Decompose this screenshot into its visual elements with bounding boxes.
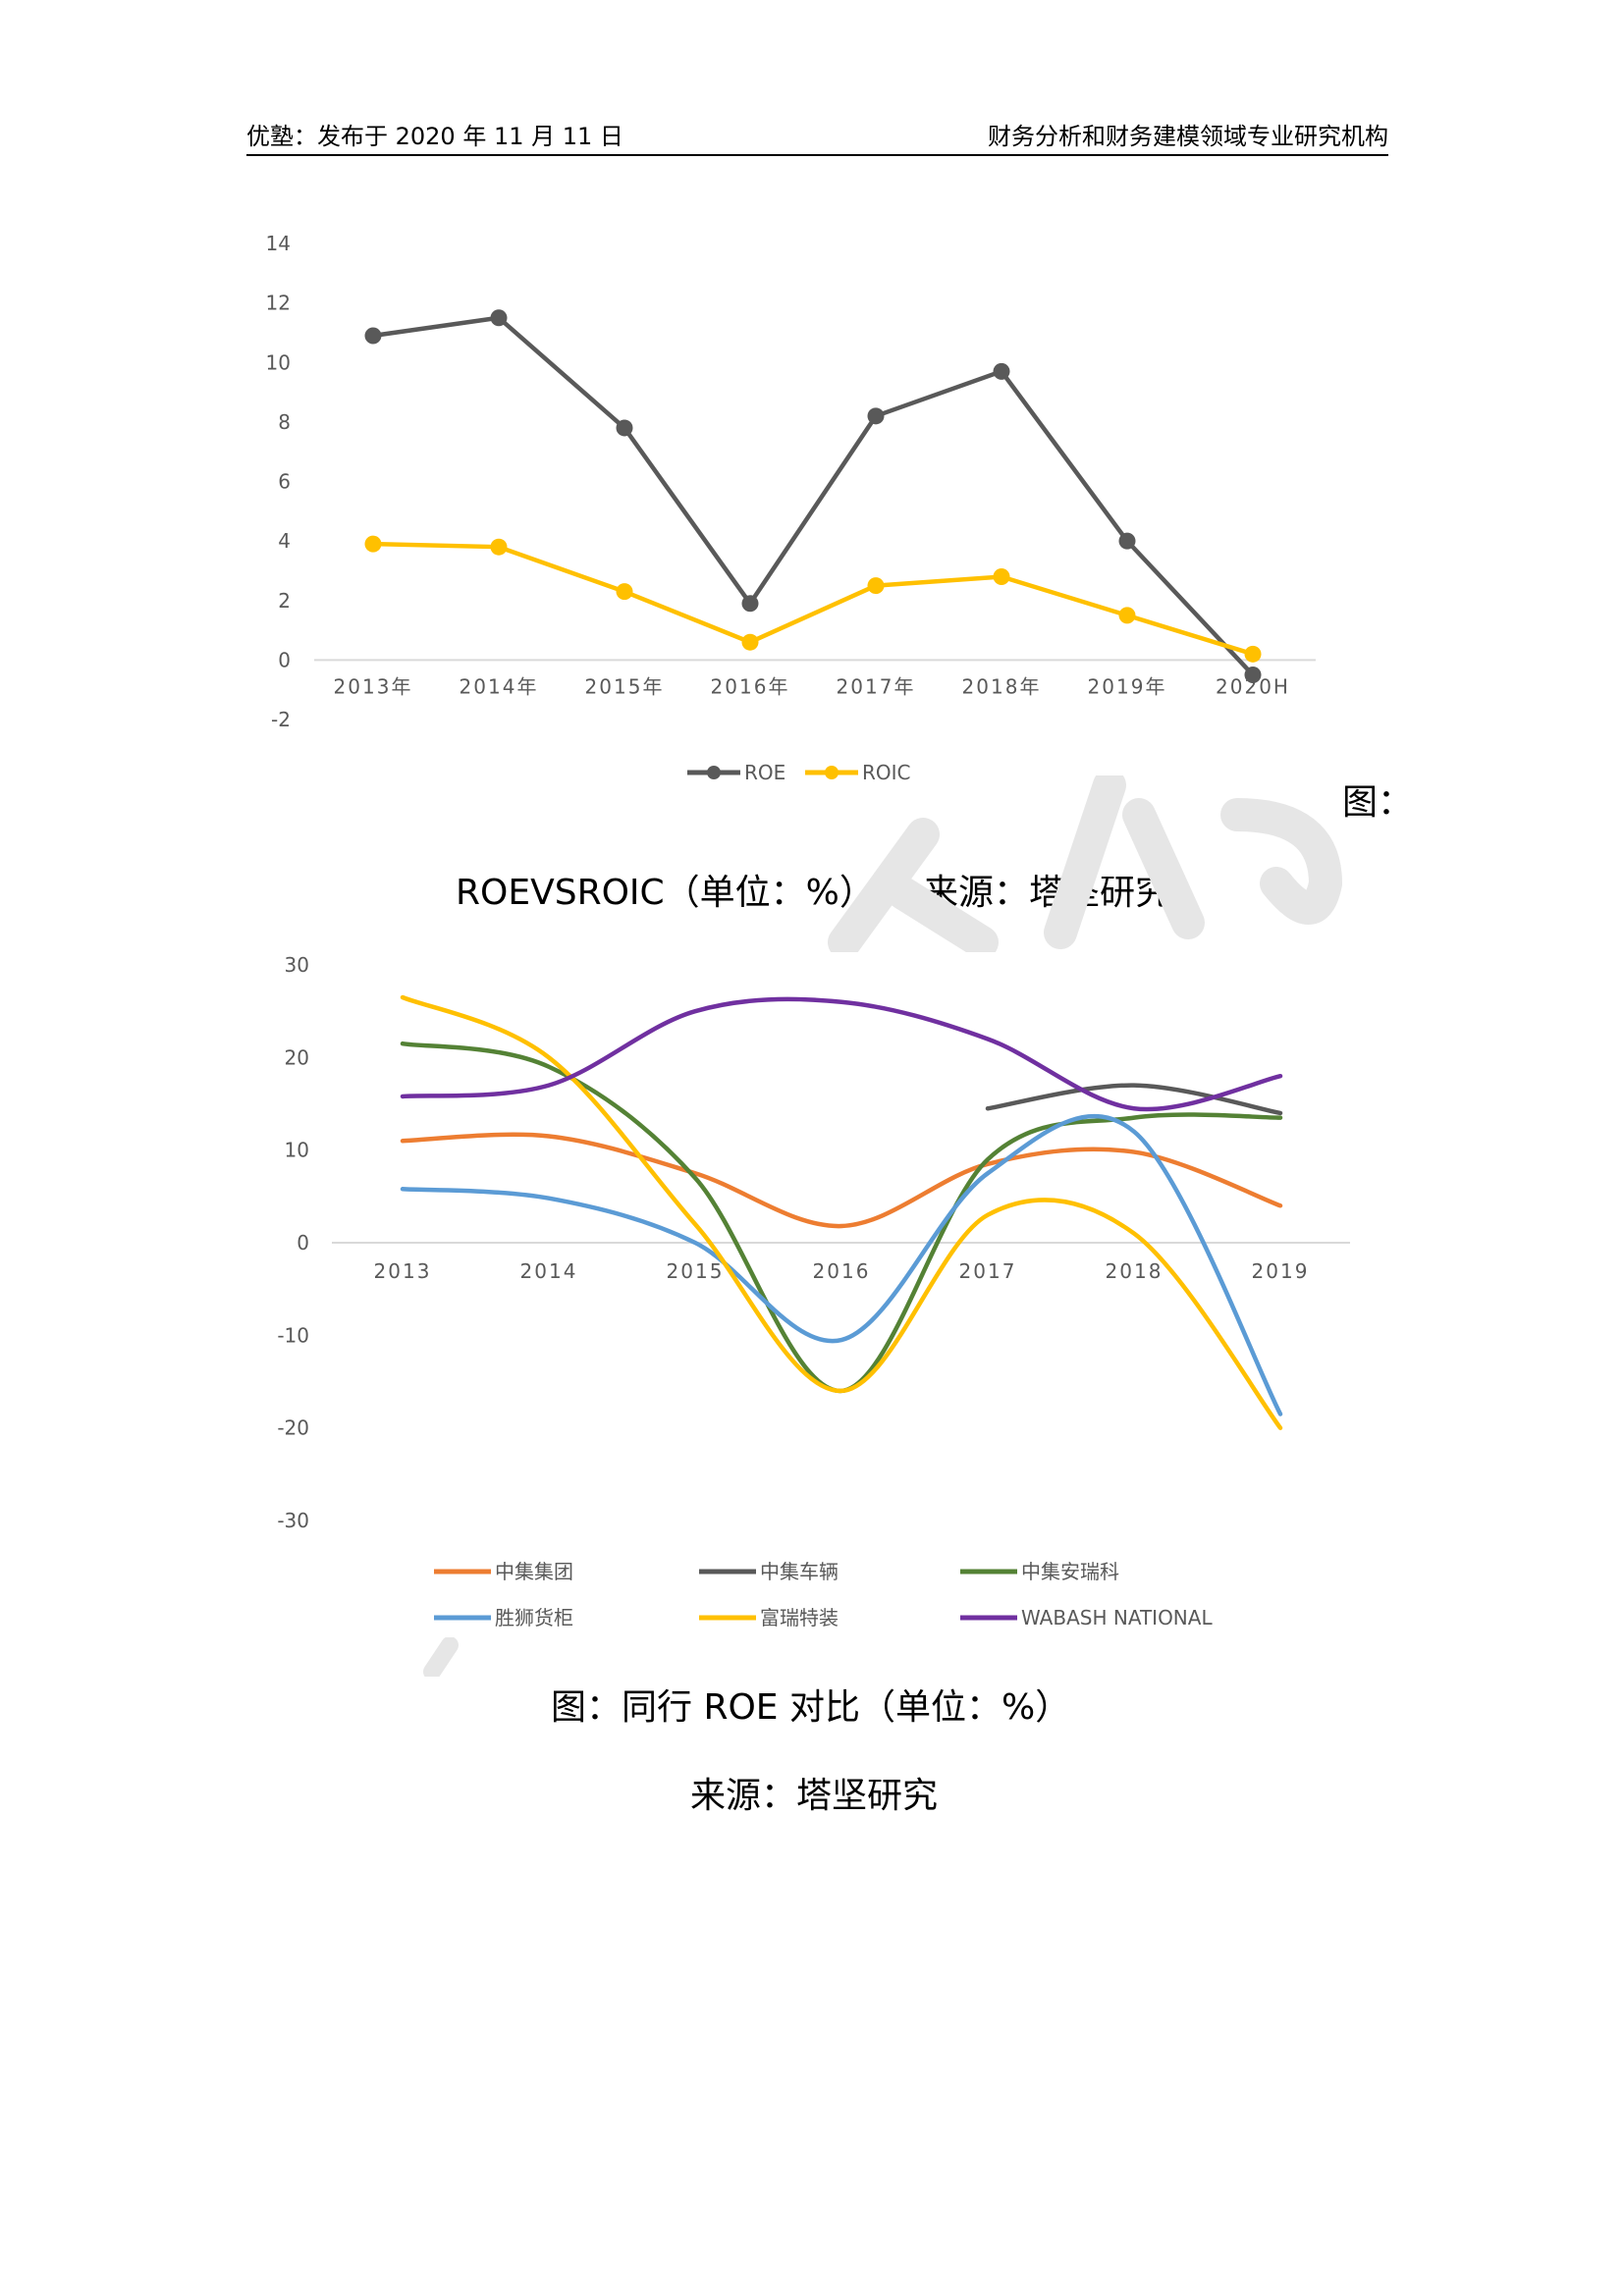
y-tick-label: 30 <box>285 953 309 977</box>
x-tick-label: 2015年 <box>585 674 665 698</box>
legend-label: 中集车辆 <box>760 1560 839 1583</box>
series-point <box>741 633 759 651</box>
watermark <box>828 775 1343 952</box>
y-tick-label: -20 <box>277 1416 309 1440</box>
series-line <box>400 1132 1283 1229</box>
y-tick-label: 20 <box>285 1045 309 1069</box>
series-point <box>364 327 382 345</box>
series-point <box>867 407 885 425</box>
x-tick-label: 2013 <box>374 1259 432 1283</box>
y-tick-label: 6 <box>278 470 291 494</box>
series-line <box>400 1113 1283 1416</box>
legend-label: 中集集团 <box>495 1560 573 1583</box>
legend-label: ROE <box>744 761 785 784</box>
header-publish-date: 优塾：发布于 2020 年 11 月 11 日 <box>246 123 623 150</box>
y-tick-label: 10 <box>266 350 291 374</box>
series-point <box>993 362 1010 380</box>
series-point <box>616 583 633 601</box>
series-point <box>867 577 885 595</box>
series-point <box>364 535 382 553</box>
y-tick-label: 12 <box>266 292 291 315</box>
legend-label: 中集安瑞科 <box>1021 1560 1119 1583</box>
y-tick-label: 0 <box>278 648 291 671</box>
y-tick-label: 10 <box>285 1139 309 1162</box>
x-tick-label: 2016年 <box>711 674 790 698</box>
x-tick-label: 2019 <box>1252 1259 1310 1283</box>
series-point <box>741 595 759 613</box>
x-tick-label: 2018 <box>1106 1259 1164 1283</box>
x-tick-label: 2018年 <box>962 674 1042 698</box>
y-tick-label: 2 <box>278 589 291 613</box>
series-point <box>490 538 508 556</box>
series-point <box>1244 645 1262 663</box>
x-tick-label: 2015 <box>667 1259 725 1283</box>
y-tick-label: -30 <box>277 1509 309 1532</box>
series-point <box>1118 532 1136 550</box>
series-point <box>490 309 508 327</box>
header-org-tagline: 财务分析和财务建模领域专业研究机构 <box>988 123 1388 150</box>
series-point <box>1244 667 1262 684</box>
figure1-source: 来源：塔坚研究 <box>923 873 1171 913</box>
x-tick-label: 2016 <box>813 1259 871 1283</box>
x-tick-label: 2017年 <box>837 674 916 698</box>
figure1-label: 图： <box>1342 782 1414 823</box>
figure2-title: 图：同行 ROE 对比（单位：%） <box>551 1687 1071 1728</box>
x-tick-label: 2014 <box>520 1259 578 1283</box>
series-line <box>370 315 1256 677</box>
figure1-title: ROEVSROIC（单位：%） <box>456 873 875 913</box>
chart-roe-vs-roic: -2 0 2 4 6 8 10 12 14 2013年 2014年 2015年 2016年 2017年 20… <box>266 232 1316 784</box>
y-tick-label: 14 <box>266 232 291 255</box>
legend-marker <box>707 766 721 779</box>
figure2-source: 来源：塔坚研究 <box>690 1776 939 1816</box>
legend-marker <box>825 766 839 779</box>
series-point <box>616 419 633 437</box>
watermark-fragment <box>423 1637 459 1677</box>
y-tick-label: 0 <box>297 1231 309 1255</box>
x-tick-label: 2019年 <box>1088 674 1167 698</box>
legend-label: ROIC <box>862 761 911 784</box>
x-tick-label: 2013年 <box>334 674 413 698</box>
legend-label: 富瑞特装 <box>760 1606 839 1629</box>
series-point <box>1118 607 1136 624</box>
y-tick-label: 4 <box>278 529 291 553</box>
legend-label: 胜狮货柜 <box>495 1606 573 1629</box>
page-header: 优塾：发布于 2020 年 11 月 11 日 财务分析和财务建模领域专业研究机… <box>246 113 1388 156</box>
series-line <box>400 994 1283 1430</box>
y-tick-label: -10 <box>277 1323 309 1347</box>
series-line <box>400 996 1283 1112</box>
y-tick-label: -2 <box>271 708 291 731</box>
legend-label: WABASH NATIONAL <box>1021 1606 1213 1629</box>
series-line <box>370 541 1256 657</box>
y-tick-label: 8 <box>278 410 291 434</box>
x-tick-label: 2014年 <box>460 674 539 698</box>
series-point <box>993 568 1010 585</box>
x-tick-label: 2017 <box>959 1259 1017 1283</box>
chart-peer-roe: -30 -20 -10 0 10 20 30 2013 2014 2015 2016 2017 2018… <box>277 953 1350 1629</box>
series-line <box>985 1083 1283 1116</box>
